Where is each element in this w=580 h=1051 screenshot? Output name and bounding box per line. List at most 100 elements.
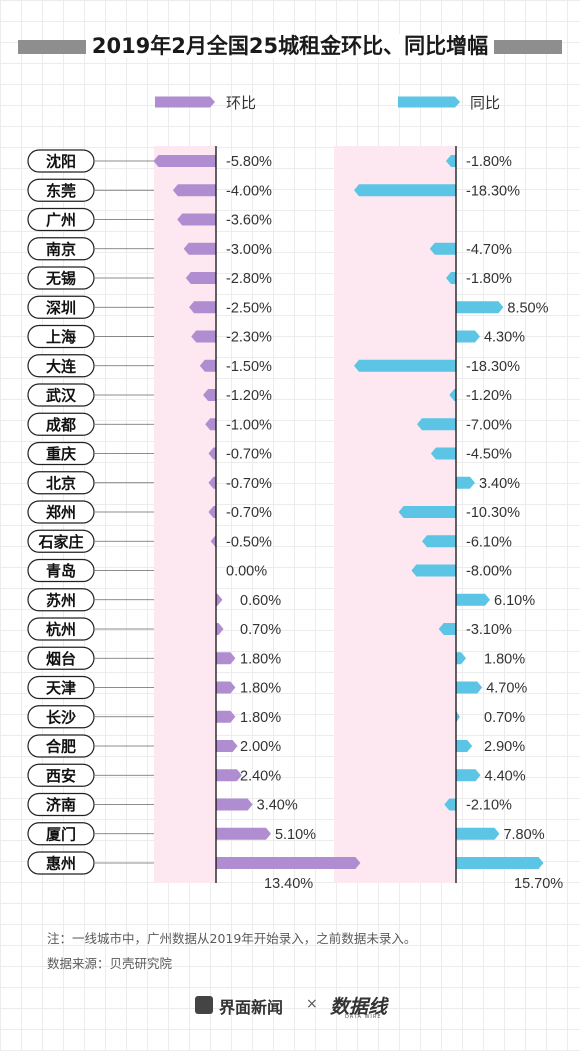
- yoy-bar: [445, 272, 456, 284]
- mom-value-label: 1.80%: [240, 710, 281, 726]
- title-bar: 2019年2月全国25城租金环比、同比增幅: [18, 30, 562, 58]
- city-pill: [27, 822, 95, 846]
- city-pill: [27, 324, 95, 349]
- mom-value-label: -0.70%: [226, 476, 272, 492]
- mom-bar: [216, 857, 361, 869]
- mom-bar: [185, 272, 216, 284]
- yoy-bar: [411, 564, 456, 577]
- city-pill: [27, 354, 95, 378]
- yoy-bar: [456, 740, 473, 752]
- yoy-bar: [449, 389, 456, 401]
- yoy-bar: [429, 242, 456, 255]
- city-pill: [27, 646, 95, 670]
- mom-bar: [216, 623, 224, 635]
- city-pill: [27, 705, 95, 729]
- yoy-bar: [456, 330, 480, 343]
- mom-bar: [172, 184, 216, 197]
- jiemian-logo-icon: [195, 996, 213, 1014]
- city-label: 厦门: [46, 825, 76, 843]
- city-pill: [27, 529, 95, 553]
- mom-bar: [216, 593, 223, 606]
- city-pill: [27, 588, 95, 612]
- mom-value-label: -5.80%: [226, 154, 272, 170]
- city-label: 天津: [46, 679, 76, 697]
- mom-value-label: 1.80%: [240, 681, 281, 697]
- mom-value-label: -4.00%: [226, 183, 272, 199]
- yoy-value-label: -1.20%: [466, 388, 512, 404]
- yoy-bar: [456, 710, 460, 723]
- mom-bar: [153, 155, 216, 167]
- legend-yoy-swatch: [398, 96, 460, 108]
- city-pill: [27, 851, 95, 875]
- yoy-bar: [456, 652, 467, 665]
- yoy-value-label: 8.50%: [507, 300, 548, 316]
- yoy-bar: [438, 623, 456, 635]
- mom-bar: [191, 330, 216, 343]
- yoy-value-label: -2.10%: [466, 798, 512, 814]
- mom-bar: [208, 506, 216, 518]
- city-pill: [27, 237, 95, 261]
- footnote: 注：一线城市中，广州数据从2019年开始录入，之前数据未录入。: [47, 931, 417, 946]
- city-label: 重庆: [46, 445, 76, 463]
- mom-bar: [208, 447, 216, 460]
- footer-brand-datawire: 数据线: [330, 996, 388, 1018]
- mom-value-label: 2.00%: [240, 739, 281, 755]
- city-label: 长沙: [46, 708, 76, 726]
- city-label: 南京: [46, 240, 76, 258]
- mom-value-label: -1.20%: [226, 388, 272, 404]
- mom-negative-band: [154, 146, 216, 883]
- mom-value-label: 13.40%: [264, 876, 313, 892]
- mom-value-label: -0.70%: [226, 447, 272, 463]
- city-pill: [27, 149, 95, 173]
- city-pill: [27, 734, 95, 758]
- data-source: 数据来源：贝壳研究院: [47, 956, 173, 971]
- city-pill: [27, 441, 95, 466]
- mom-bar: [216, 710, 236, 723]
- mom-bar: [199, 359, 216, 372]
- mom-bar: [216, 798, 253, 811]
- city-label: 大连: [46, 357, 77, 375]
- city-pill: [27, 792, 95, 817]
- mom-bar: [216, 827, 271, 840]
- yoy-value-label: 4.70%: [486, 681, 527, 697]
- mom-value-label: -0.70%: [226, 505, 272, 521]
- yoy-bar: [398, 506, 456, 518]
- mom-value-label: -3.60%: [226, 213, 272, 229]
- city-label: 西安: [46, 767, 76, 785]
- city-label: 无锡: [45, 270, 76, 288]
- yoy-bar: [456, 593, 490, 606]
- mom-value-label: 2.40%: [240, 768, 281, 784]
- yoy-value-label: 1.80%: [484, 651, 525, 667]
- mom-value-label: 0.60%: [240, 593, 281, 609]
- yoy-value-label: 6.10%: [494, 593, 535, 609]
- city-pill: [27, 763, 95, 787]
- city-label: 惠州: [46, 855, 76, 873]
- yoy-bar: [456, 769, 481, 782]
- yoy-value-label: -4.70%: [466, 242, 512, 258]
- yoy-bar: [354, 359, 456, 372]
- mom-bar: [189, 301, 216, 314]
- city-label: 沈阳: [46, 153, 76, 171]
- mom-value-label: -2.80%: [226, 271, 272, 287]
- mom-value-label: 5.10%: [275, 827, 316, 843]
- mom-bar: [216, 652, 236, 665]
- mom-bar: [183, 242, 216, 255]
- city-pill: [27, 500, 95, 524]
- mom-bar: [210, 535, 216, 548]
- yoy-value-label: -8.00%: [466, 564, 512, 580]
- mom-value-label: -0.50%: [226, 534, 272, 550]
- legend-yoy-label: 同比: [470, 94, 500, 112]
- yoy-bar: [430, 447, 456, 460]
- legend-mom-swatch: [155, 96, 215, 108]
- mom-value-label: 0.00%: [226, 564, 267, 580]
- yoy-value-label: 7.80%: [503, 827, 544, 843]
- city-pill: [27, 558, 95, 583]
- yoy-value-label: 15.70%: [514, 876, 563, 892]
- yoy-value-label: -18.30%: [466, 359, 520, 375]
- yoy-bar: [456, 301, 504, 314]
- yoy-value-label: 4.30%: [484, 330, 525, 346]
- yoy-value-label: -7.00%: [466, 417, 512, 433]
- city-label: 杭州: [46, 621, 76, 639]
